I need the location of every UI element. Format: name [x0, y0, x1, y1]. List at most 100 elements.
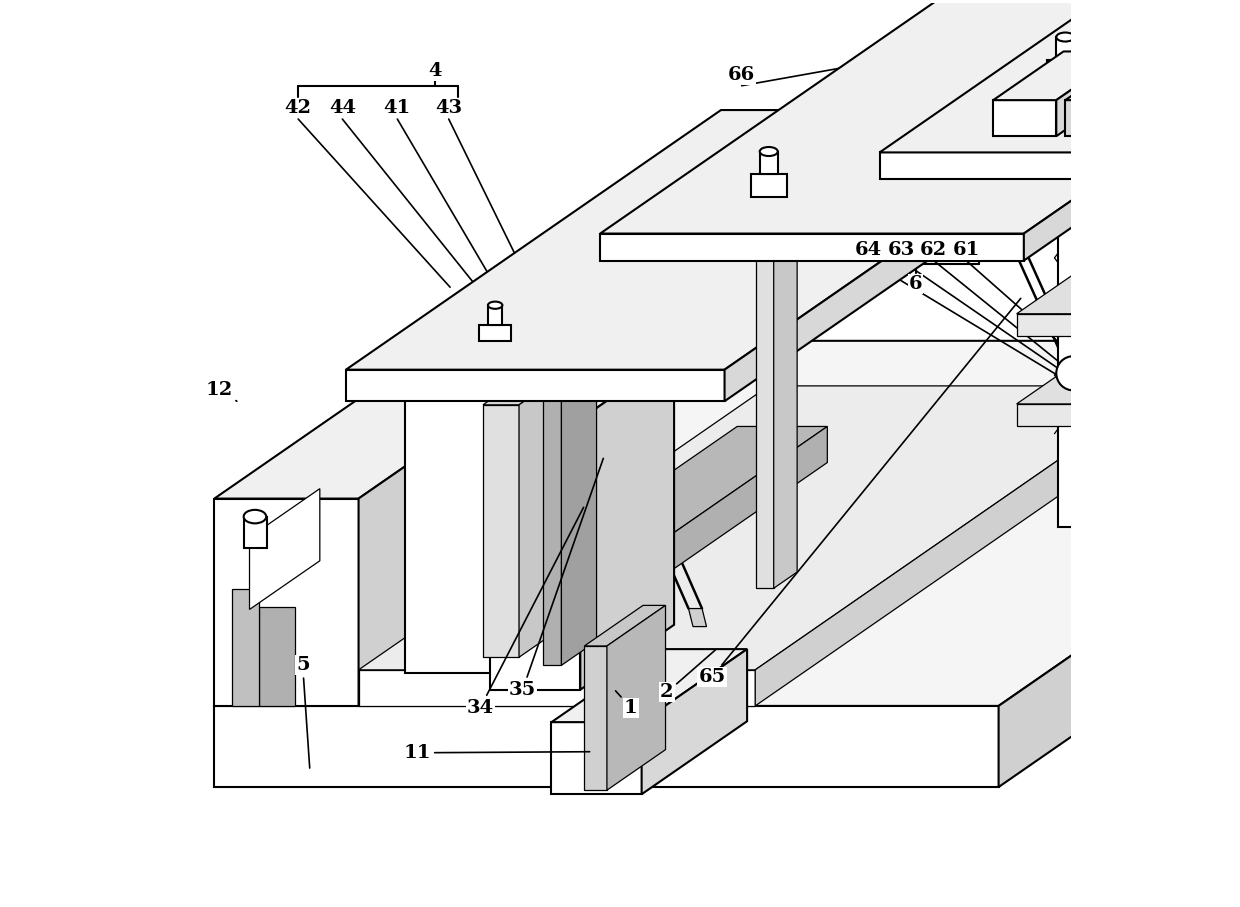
Text: 44: 44: [329, 99, 356, 117]
Polygon shape: [1080, 171, 1127, 527]
Text: 62: 62: [920, 240, 947, 258]
Polygon shape: [1056, 52, 1127, 136]
Polygon shape: [358, 393, 511, 706]
Polygon shape: [487, 306, 502, 325]
Polygon shape: [1065, 100, 1110, 136]
Polygon shape: [1152, 83, 1187, 532]
Polygon shape: [600, 233, 1024, 260]
Polygon shape: [1074, 295, 1138, 315]
Text: 66: 66: [728, 66, 755, 83]
Polygon shape: [993, 100, 1056, 136]
Text: 65: 65: [698, 298, 1021, 686]
Polygon shape: [1017, 273, 1229, 314]
Text: 6: 6: [909, 275, 923, 293]
Polygon shape: [1065, 60, 1169, 100]
Text: 35: 35: [508, 458, 604, 698]
Polygon shape: [1024, 0, 1240, 260]
Polygon shape: [1167, 131, 1211, 527]
Polygon shape: [1017, 314, 1169, 336]
Polygon shape: [760, 151, 777, 174]
Polygon shape: [215, 706, 998, 787]
Polygon shape: [215, 341, 1240, 706]
Text: 11: 11: [403, 744, 590, 762]
Polygon shape: [998, 341, 1240, 787]
Text: 41: 41: [383, 99, 410, 117]
Polygon shape: [259, 607, 295, 706]
Polygon shape: [405, 385, 496, 674]
Text: 5: 5: [296, 657, 310, 768]
Polygon shape: [584, 646, 606, 790]
Text: 63: 63: [888, 240, 915, 258]
Polygon shape: [562, 326, 596, 666]
Polygon shape: [1167, 90, 1240, 131]
Polygon shape: [1125, 83, 1187, 108]
Polygon shape: [358, 385, 1166, 670]
Polygon shape: [1017, 364, 1229, 404]
Ellipse shape: [243, 510, 267, 523]
Text: 2: 2: [660, 650, 715, 701]
Text: 1: 1: [615, 691, 637, 717]
Polygon shape: [520, 356, 589, 658]
Polygon shape: [580, 355, 675, 689]
Polygon shape: [444, 629, 534, 666]
Ellipse shape: [1056, 33, 1074, 42]
Polygon shape: [543, 326, 596, 350]
Polygon shape: [1058, 171, 1127, 203]
Polygon shape: [688, 609, 707, 627]
Polygon shape: [1130, 131, 1153, 527]
Polygon shape: [755, 191, 774, 589]
Polygon shape: [249, 489, 320, 610]
Polygon shape: [879, 0, 1240, 152]
Polygon shape: [484, 356, 589, 405]
Polygon shape: [232, 589, 259, 706]
Polygon shape: [1169, 273, 1229, 336]
Polygon shape: [750, 174, 786, 197]
Polygon shape: [1110, 60, 1169, 136]
Polygon shape: [479, 325, 511, 341]
Text: 34: 34: [466, 507, 584, 717]
Polygon shape: [1153, 98, 1199, 527]
Polygon shape: [346, 370, 724, 401]
Polygon shape: [1211, 90, 1240, 527]
Ellipse shape: [760, 147, 777, 156]
Polygon shape: [1074, 315, 1110, 337]
Polygon shape: [215, 393, 511, 499]
Text: 61: 61: [952, 240, 980, 258]
Polygon shape: [490, 355, 675, 419]
Ellipse shape: [1056, 356, 1090, 390]
Polygon shape: [1110, 295, 1138, 337]
Polygon shape: [1169, 364, 1229, 426]
Polygon shape: [1048, 60, 1084, 83]
Polygon shape: [534, 426, 827, 666]
Polygon shape: [543, 350, 562, 666]
Polygon shape: [346, 110, 1100, 370]
Polygon shape: [1117, 134, 1163, 527]
Polygon shape: [1056, 37, 1074, 60]
Polygon shape: [774, 175, 797, 589]
Polygon shape: [600, 0, 1240, 233]
Ellipse shape: [487, 302, 502, 308]
Polygon shape: [405, 320, 589, 385]
Polygon shape: [444, 426, 827, 629]
Polygon shape: [215, 499, 358, 706]
Text: 42: 42: [285, 99, 311, 117]
Polygon shape: [552, 649, 748, 722]
Text: 43: 43: [435, 99, 463, 117]
Polygon shape: [879, 152, 1240, 180]
Text: 4: 4: [429, 63, 441, 81]
Text: 64: 64: [854, 240, 882, 258]
Polygon shape: [584, 605, 666, 646]
Polygon shape: [993, 52, 1127, 100]
Text: 12: 12: [206, 382, 237, 401]
Polygon shape: [1094, 167, 1117, 527]
Polygon shape: [606, 605, 666, 790]
Polygon shape: [1058, 203, 1080, 527]
Polygon shape: [496, 320, 589, 674]
Polygon shape: [755, 385, 1166, 706]
Polygon shape: [641, 649, 748, 795]
Polygon shape: [552, 722, 641, 795]
Polygon shape: [244, 517, 267, 548]
Polygon shape: [358, 670, 755, 706]
Polygon shape: [1017, 404, 1169, 426]
Polygon shape: [1094, 134, 1163, 167]
